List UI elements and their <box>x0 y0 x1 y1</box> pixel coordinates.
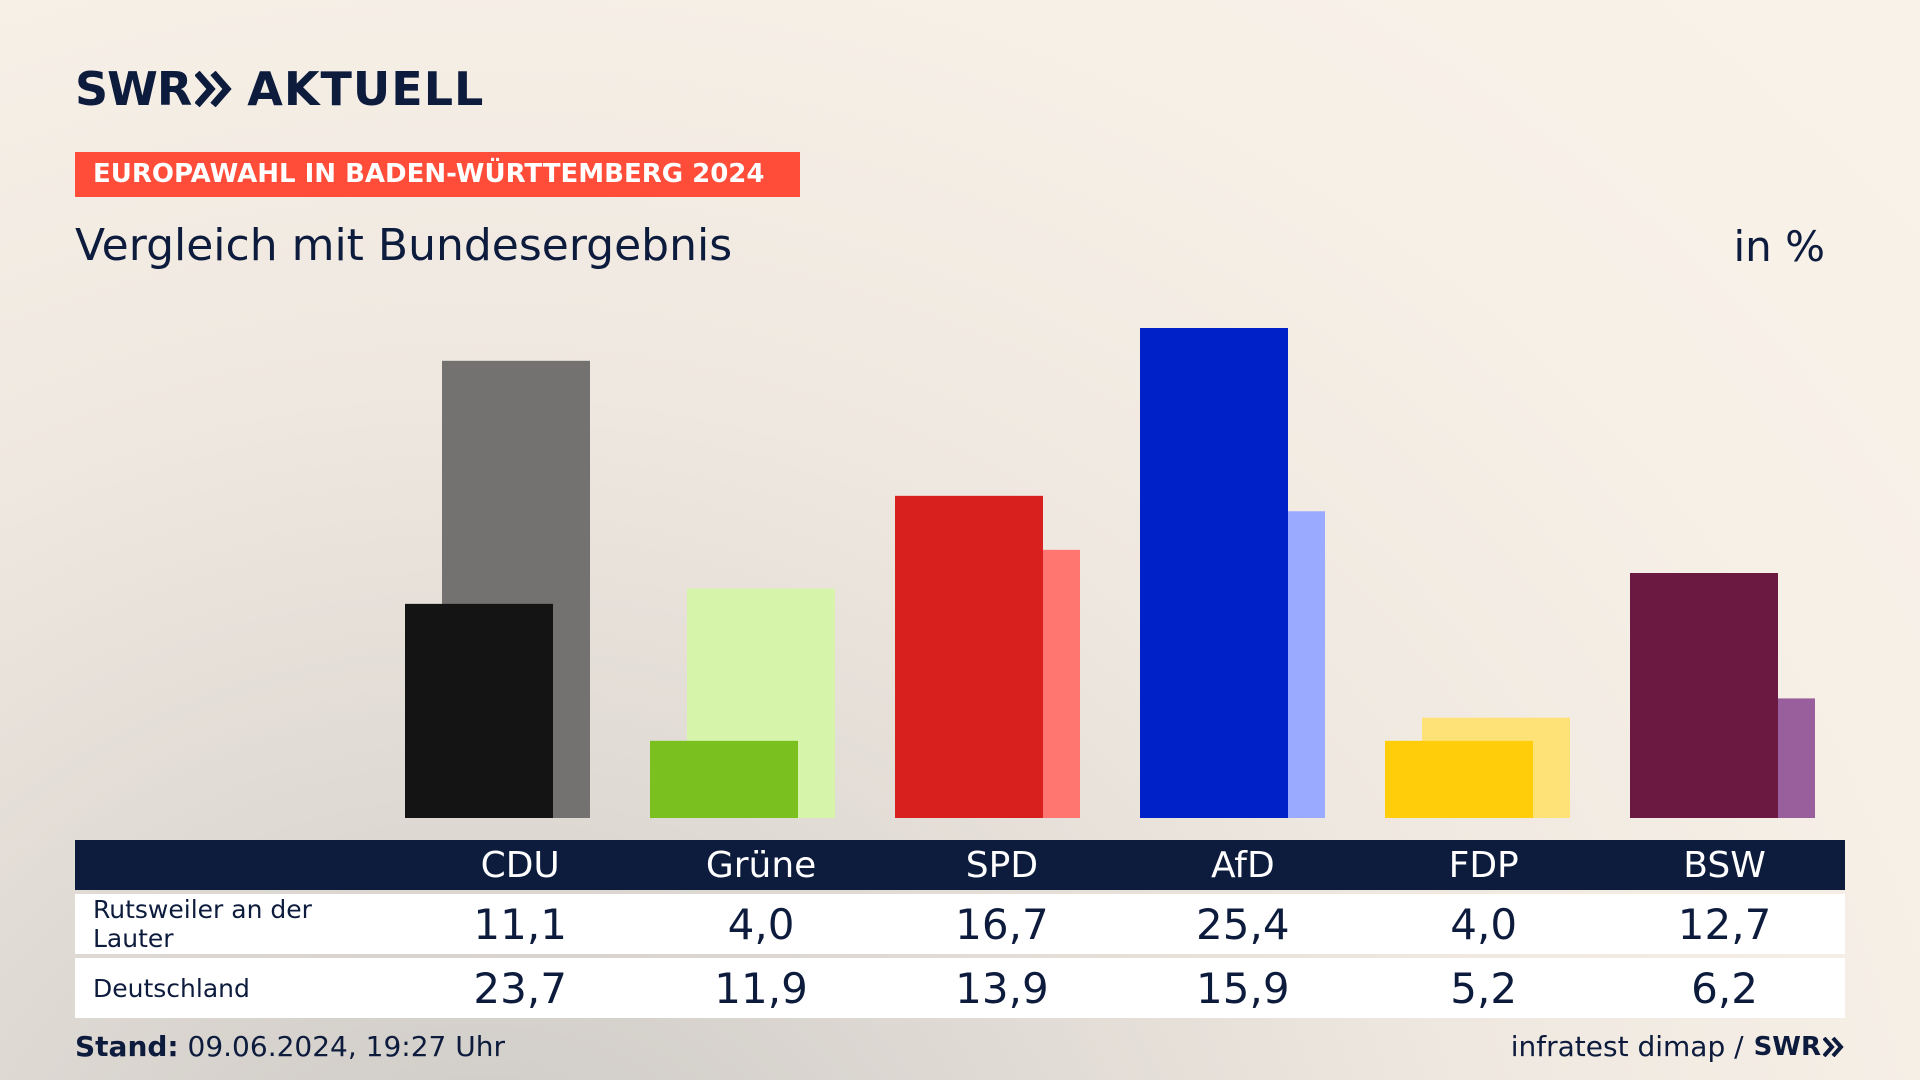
results-table: CDU Grüne SPD AfD FDP BSW Rutsweiler an … <box>75 840 1845 1018</box>
header-blank-cell <box>75 840 400 890</box>
bar-chart <box>405 328 1815 818</box>
logo-swr-text: SWR <box>75 62 192 116</box>
bar-local-cdu <box>405 603 553 818</box>
bar-local-gruene <box>650 740 798 818</box>
timestamp: Stand: 09.06.2024, 19:27 Uhr <box>75 1030 505 1063</box>
chart-subtitle: Vergleich mit Bundesergebnis <box>75 220 733 271</box>
swr-aktuell-logo: SWR AKTUELL <box>75 62 484 116</box>
header-spd: SPD <box>965 844 1039 886</box>
value-germany-afd: 15,9 <box>1196 963 1290 1013</box>
bar-local-afd <box>1140 328 1288 818</box>
unit-label: in % <box>1733 222 1825 271</box>
bar-local-fdp <box>1385 740 1533 818</box>
stand-value: 09.06.2024, 19:27 Uhr <box>187 1030 505 1063</box>
election-banner: EUROPAWAHL IN BADEN-WÜRTTEMBERG 2024 <box>75 152 800 197</box>
value-germany-bsw: 6,2 <box>1691 963 1758 1013</box>
value-local-cdu: 11,1 <box>473 899 567 949</box>
table-row: Deutschland 23,7 11,9 13,9 15,9 5,2 6,2 <box>75 958 1845 1018</box>
header-fdp: FDP <box>1448 844 1519 886</box>
double-chevron-small-icon <box>1823 1036 1844 1057</box>
value-germany-gruene: 11,9 <box>714 963 808 1013</box>
row-label-germany: Deutschland <box>93 973 250 1003</box>
source-text: infratest dimap / <box>1510 1030 1744 1063</box>
value-local-gruene: 4,0 <box>727 899 795 949</box>
header-afd: AfD <box>1210 844 1275 886</box>
table-row: Rutsweiler an der Lauter 11,1 4,0 16,7 2… <box>75 894 1845 954</box>
table-header-row: CDU Grüne SPD AfD FDP BSW <box>75 840 1845 890</box>
value-local-bsw: 12,7 <box>1677 899 1772 949</box>
value-germany-fdp: 5,2 <box>1450 963 1518 1013</box>
row-label-local: Rutsweiler an der Lauter <box>93 895 312 953</box>
value-local-afd: 25,4 <box>1196 899 1290 949</box>
bar-local-bsw <box>1630 573 1778 818</box>
value-local-fdp: 4,0 <box>1450 899 1518 949</box>
value-germany-cdu: 23,7 <box>473 963 567 1013</box>
value-local-spd: 16,7 <box>955 899 1049 949</box>
logo-brand-text: AKTUELL <box>247 62 485 116</box>
source-credit: infratest dimap / SWR <box>1511 1030 1845 1063</box>
bar-local-spd <box>895 495 1043 818</box>
header-gruene: Grüne <box>705 844 817 886</box>
header-cdu: CDU <box>480 844 560 886</box>
swr-mini-logo: SWR <box>1753 1031 1821 1062</box>
double-chevron-icon <box>195 71 232 107</box>
stand-label: Stand: <box>75 1030 179 1063</box>
value-germany-spd: 13,9 <box>955 963 1049 1013</box>
header-bsw: BSW <box>1683 844 1766 886</box>
